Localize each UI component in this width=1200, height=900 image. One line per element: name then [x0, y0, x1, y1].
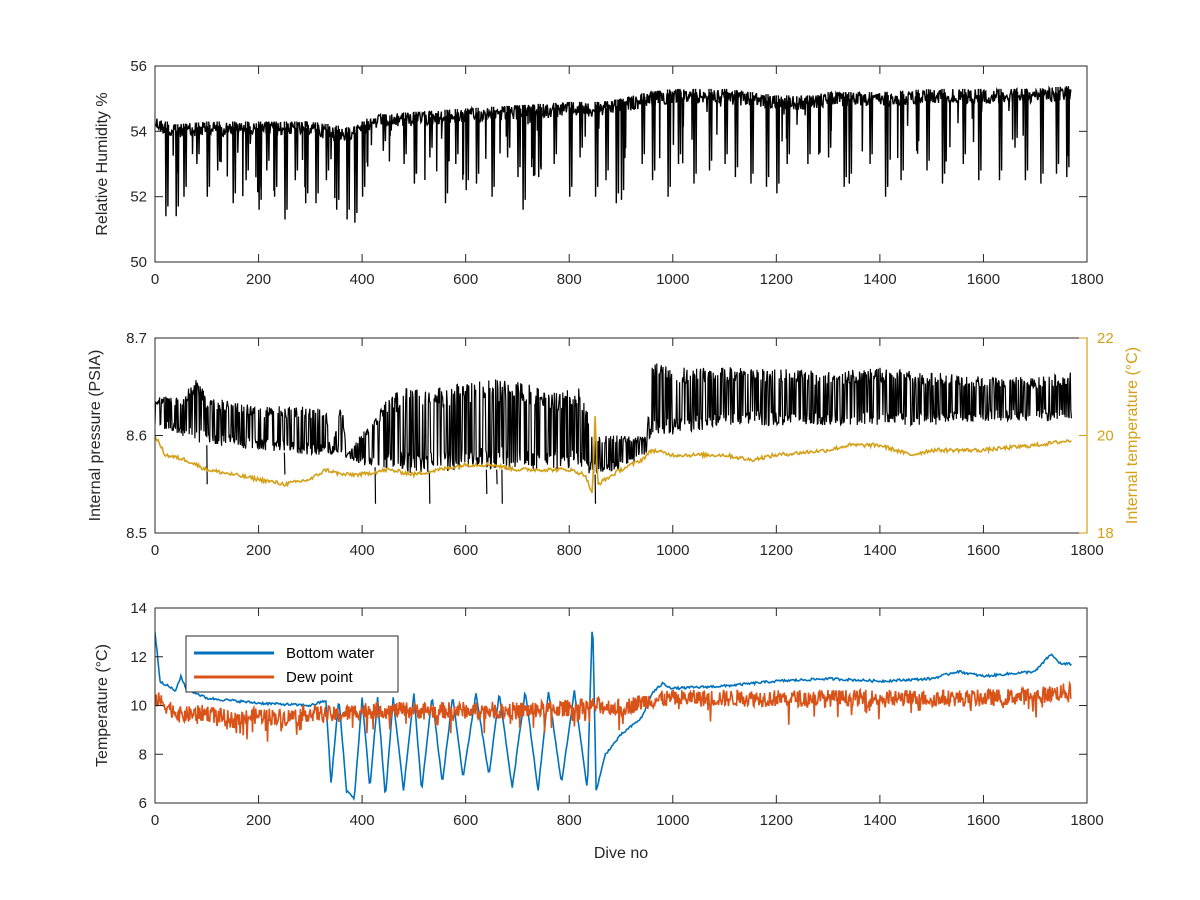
x-tick-label: 1800 [1070, 812, 1103, 829]
panel-internal-pressure-temperature: 0 200 400 600 800 1000 1200 1400 1600 1800 8.5 8.6 8… [87, 330, 1141, 559]
x-tick-label: 1000 [656, 271, 689, 288]
x-tick-label: 1400 [863, 812, 896, 829]
x-tick-label: 400 [350, 542, 375, 559]
x-axis-label: Dive no [594, 845, 648, 862]
y-tick-label: 52 [130, 189, 147, 206]
legend-label: Dew point [286, 669, 354, 686]
x-tick-label: 1800 [1070, 542, 1103, 559]
x-tick-label: 200 [246, 812, 271, 829]
x-tick-label: 1400 [863, 542, 896, 559]
x-tick-label: 600 [453, 542, 478, 559]
y2-tick-label: 20 [1097, 428, 1114, 445]
x-tick-label: 1400 [863, 271, 896, 288]
y-tick-label: 14 [130, 600, 147, 617]
dew-point-line [155, 680, 1072, 742]
x-tick-label: 400 [350, 271, 375, 288]
y-tick-label: 8.5 [126, 525, 147, 542]
x-tick-label: 600 [453, 271, 478, 288]
y2-tick-label: 22 [1097, 330, 1114, 347]
legend-box [185, 635, 399, 693]
x-tick-label: 1800 [1070, 271, 1103, 288]
y2-axis-label: Internal temperature (°C) [1124, 347, 1141, 524]
x-tick-label: 200 [246, 542, 271, 559]
y-tick-label: 8.7 [126, 330, 147, 347]
x-tick-label: 0 [151, 542, 159, 559]
x-tick-label: 600 [453, 812, 478, 829]
x-tick-label: 1600 [967, 271, 1000, 288]
y-tick-label: 8 [139, 746, 147, 763]
x-tick-label: 0 [151, 271, 159, 288]
y-tick-label: 12 [130, 649, 147, 666]
y-tick-label: 10 [130, 698, 147, 715]
x-tick-label: 1600 [967, 542, 1000, 559]
x-tick-label: 1000 [656, 542, 689, 559]
x-tick-label: 1200 [760, 542, 793, 559]
series-0-line [155, 85, 1072, 223]
legend-label: Bottom water [286, 645, 374, 662]
y-tick-label: 50 [130, 254, 147, 271]
x-tick-label: 1200 [760, 812, 793, 829]
x-tick-label: 0 [151, 812, 159, 829]
y-axis-label: Relative Humidity % [94, 92, 111, 235]
panel-temperature: 0 200 400 600 800 1000 1200 1400 1600 1800 6 8 10 12 1… [94, 600, 1104, 862]
series-0-line [155, 363, 1072, 504]
x-tick-label: 200 [246, 271, 271, 288]
x-tick-label: 800 [557, 271, 582, 288]
y-tick-label: 6 [139, 795, 147, 812]
x-tick-label: 800 [557, 542, 582, 559]
plot-area [155, 363, 1072, 504]
legend: Bottom water Dew point [185, 635, 399, 693]
y-axis-label: Internal pressure (PSIA) [87, 350, 104, 522]
x-tick-label: 400 [350, 812, 375, 829]
x-tick-label: 1000 [656, 812, 689, 829]
y-axis-label: Temperature (°C) [94, 644, 111, 767]
panel-relative-humidity: 0 200 400 600 800 1000 1200 1400 1600 1800 50 52 54 5… [94, 58, 1104, 288]
axes-box [154, 65, 1088, 263]
y-tick-label: 8.6 [126, 428, 147, 445]
x-tick-label: 1600 [967, 812, 1000, 829]
x-tick-label: 800 [557, 812, 582, 829]
axes-box [154, 337, 1088, 534]
x-tick-label: 1200 [760, 271, 793, 288]
plot-area [155, 85, 1072, 223]
y2-tick-label: 18 [1097, 525, 1114, 542]
y-tick-label: 56 [130, 58, 147, 75]
y-tick-label: 54 [130, 123, 147, 140]
